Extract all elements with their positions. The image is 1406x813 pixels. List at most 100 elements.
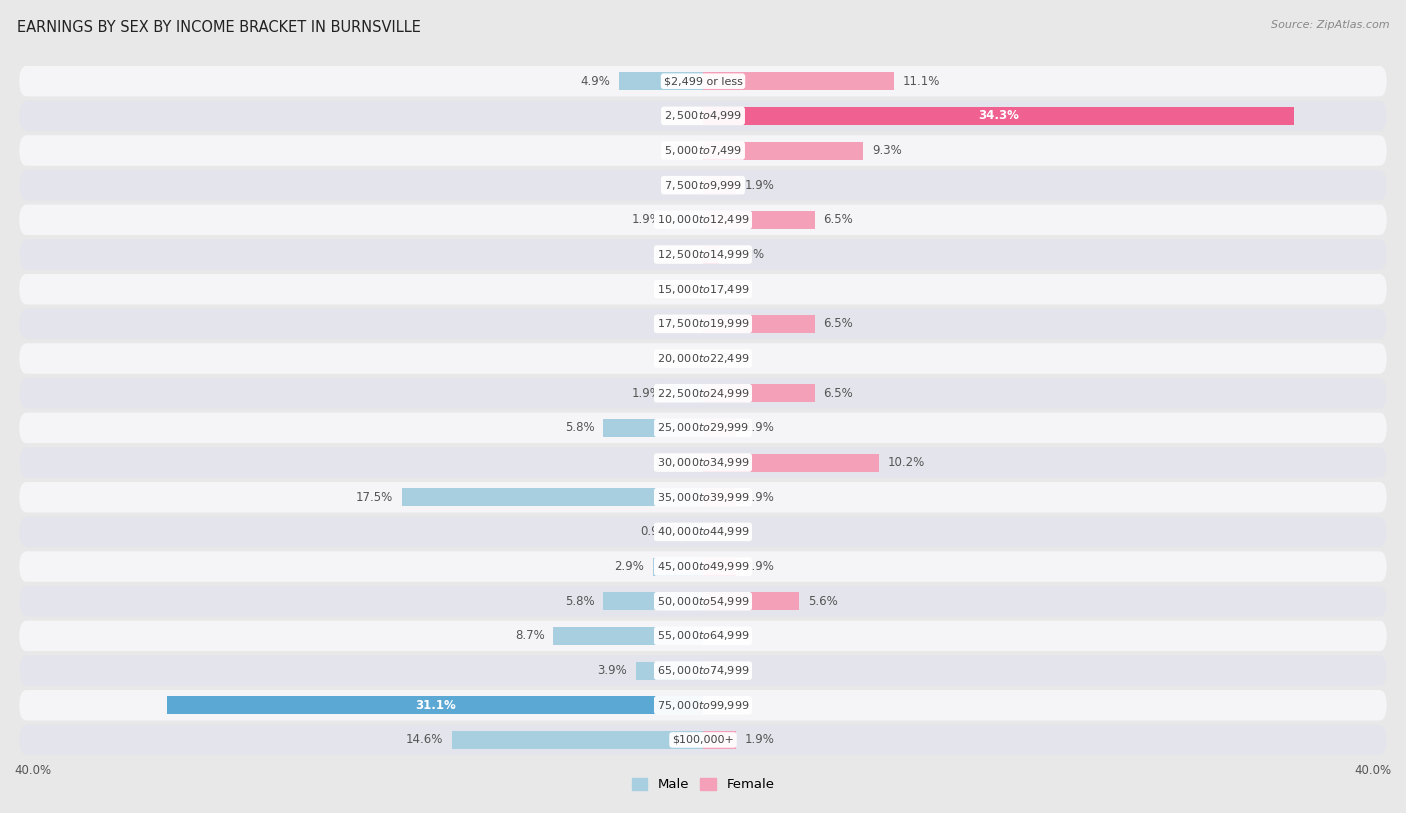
Text: 31.1%: 31.1%	[415, 699, 456, 711]
Bar	[703, 72, 894, 90]
Text: 1.9%: 1.9%	[744, 421, 775, 434]
Bar	[636, 662, 703, 680]
Text: $5,000 to $7,499: $5,000 to $7,499	[664, 144, 742, 157]
Text: 0.0%: 0.0%	[711, 525, 741, 538]
Text: $17,500 to $19,999: $17,500 to $19,999	[657, 317, 749, 330]
Text: 1.9%: 1.9%	[744, 491, 775, 504]
Text: 3.9%: 3.9%	[598, 664, 627, 677]
Text: 0.0%: 0.0%	[665, 283, 695, 296]
Text: 0.0%: 0.0%	[665, 248, 695, 261]
Text: 1.9%: 1.9%	[631, 213, 662, 226]
Text: $2,500 to $4,999: $2,500 to $4,999	[664, 110, 742, 122]
Text: 0.0%: 0.0%	[711, 664, 741, 677]
Text: 40.0%: 40.0%	[1355, 764, 1392, 777]
Bar	[402, 489, 703, 506]
Text: 6.5%: 6.5%	[824, 213, 853, 226]
Bar	[703, 315, 815, 333]
FancyBboxPatch shape	[20, 309, 1386, 339]
Text: 9.3%: 9.3%	[872, 144, 901, 157]
Bar	[671, 211, 703, 229]
FancyBboxPatch shape	[20, 447, 1386, 478]
Bar	[703, 454, 879, 472]
Bar	[703, 141, 863, 159]
Text: $7,500 to $9,999: $7,500 to $9,999	[664, 179, 742, 192]
Text: $15,000 to $17,499: $15,000 to $17,499	[657, 283, 749, 296]
FancyBboxPatch shape	[20, 274, 1386, 304]
Text: 0.93%: 0.93%	[728, 248, 765, 261]
Text: $35,000 to $39,999: $35,000 to $39,999	[657, 491, 749, 504]
Text: 1.9%: 1.9%	[631, 387, 662, 400]
Text: 14.6%: 14.6%	[405, 733, 443, 746]
Text: 40.0%: 40.0%	[14, 764, 51, 777]
Text: $12,500 to $14,999: $12,500 to $14,999	[657, 248, 749, 261]
FancyBboxPatch shape	[20, 205, 1386, 235]
FancyBboxPatch shape	[20, 378, 1386, 408]
Bar	[619, 72, 703, 90]
Text: 0.0%: 0.0%	[711, 283, 741, 296]
FancyBboxPatch shape	[20, 343, 1386, 374]
Bar	[703, 558, 735, 576]
Text: 0.0%: 0.0%	[665, 144, 695, 157]
FancyBboxPatch shape	[20, 170, 1386, 201]
Text: $2,499 or less: $2,499 or less	[664, 76, 742, 86]
Text: 6.5%: 6.5%	[824, 387, 853, 400]
Bar	[703, 731, 735, 749]
FancyBboxPatch shape	[20, 724, 1386, 755]
Text: 1.9%: 1.9%	[744, 733, 775, 746]
Text: $45,000 to $49,999: $45,000 to $49,999	[657, 560, 749, 573]
FancyBboxPatch shape	[20, 482, 1386, 512]
Text: 1.9%: 1.9%	[744, 560, 775, 573]
Bar	[703, 246, 718, 263]
Text: $100,000+: $100,000+	[672, 735, 734, 745]
Text: 11.1%: 11.1%	[903, 75, 941, 88]
Bar	[703, 419, 735, 437]
Text: $50,000 to $54,999: $50,000 to $54,999	[657, 595, 749, 608]
FancyBboxPatch shape	[20, 135, 1386, 166]
Bar	[451, 731, 703, 749]
Bar	[553, 627, 703, 645]
Text: $25,000 to $29,999: $25,000 to $29,999	[657, 421, 749, 434]
Text: 0.0%: 0.0%	[665, 352, 695, 365]
FancyBboxPatch shape	[20, 620, 1386, 651]
FancyBboxPatch shape	[20, 517, 1386, 547]
Text: 5.8%: 5.8%	[565, 421, 595, 434]
FancyBboxPatch shape	[20, 101, 1386, 131]
Text: 10.2%: 10.2%	[887, 456, 925, 469]
Bar	[167, 696, 703, 715]
Text: $30,000 to $34,999: $30,000 to $34,999	[657, 456, 749, 469]
Bar	[703, 592, 800, 611]
Text: EARNINGS BY SEX BY INCOME BRACKET IN BURNSVILLE: EARNINGS BY SEX BY INCOME BRACKET IN BUR…	[17, 20, 420, 35]
Bar	[703, 385, 815, 402]
Text: Source: ZipAtlas.com: Source: ZipAtlas.com	[1271, 20, 1389, 30]
FancyBboxPatch shape	[20, 413, 1386, 443]
FancyBboxPatch shape	[20, 586, 1386, 616]
Text: 34.3%: 34.3%	[979, 110, 1019, 122]
Text: 0.0%: 0.0%	[711, 352, 741, 365]
Text: 0.0%: 0.0%	[665, 456, 695, 469]
FancyBboxPatch shape	[20, 239, 1386, 270]
Text: 2.9%: 2.9%	[614, 560, 644, 573]
Text: $55,000 to $64,999: $55,000 to $64,999	[657, 629, 749, 642]
FancyBboxPatch shape	[20, 655, 1386, 686]
Text: $75,000 to $99,999: $75,000 to $99,999	[657, 699, 749, 711]
Text: 0.0%: 0.0%	[711, 699, 741, 711]
Bar	[686, 523, 703, 541]
Text: $40,000 to $44,999: $40,000 to $44,999	[657, 525, 749, 538]
Text: 4.9%: 4.9%	[581, 75, 610, 88]
Text: 5.8%: 5.8%	[565, 595, 595, 608]
Text: 6.5%: 6.5%	[824, 317, 853, 330]
Text: 8.7%: 8.7%	[515, 629, 544, 642]
Text: $22,500 to $24,999: $22,500 to $24,999	[657, 387, 749, 400]
Text: $65,000 to $74,999: $65,000 to $74,999	[657, 664, 749, 677]
Bar	[703, 489, 735, 506]
Text: $20,000 to $22,499: $20,000 to $22,499	[657, 352, 749, 365]
Bar	[703, 211, 815, 229]
Text: 17.5%: 17.5%	[356, 491, 392, 504]
Text: $10,000 to $12,499: $10,000 to $12,499	[657, 213, 749, 226]
Text: 0.0%: 0.0%	[711, 629, 741, 642]
Text: 1.9%: 1.9%	[744, 179, 775, 192]
Text: 0.0%: 0.0%	[665, 317, 695, 330]
Bar	[603, 419, 703, 437]
FancyBboxPatch shape	[20, 551, 1386, 582]
Text: 0.97%: 0.97%	[640, 525, 678, 538]
